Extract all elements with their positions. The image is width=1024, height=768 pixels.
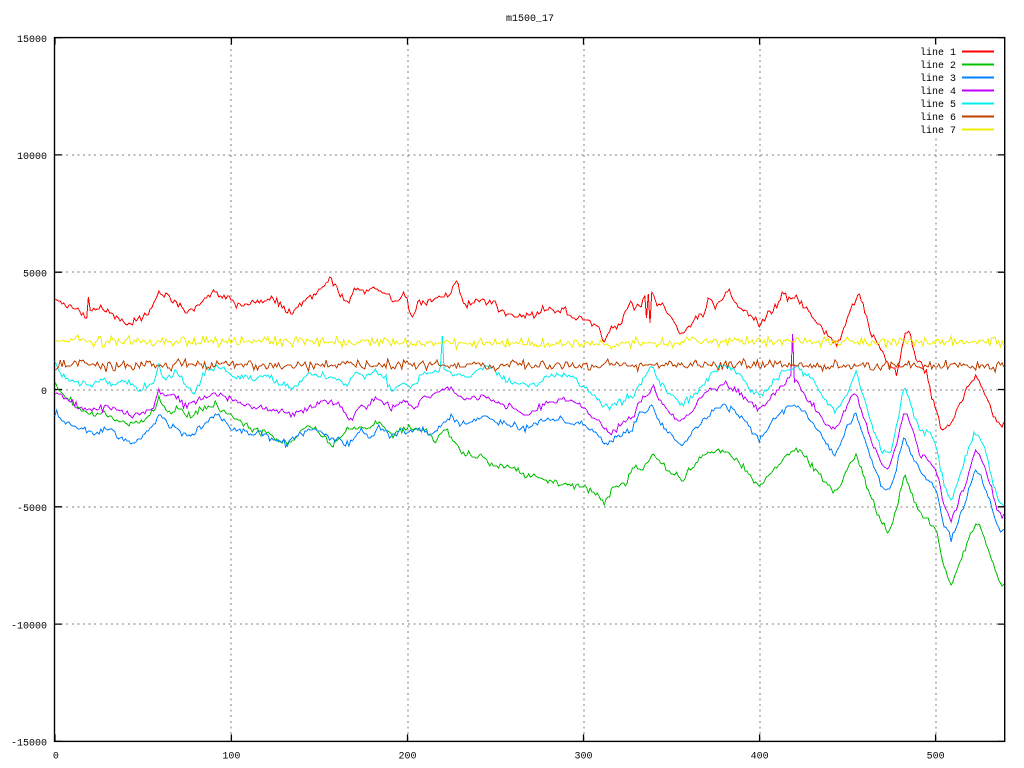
svg-text:line 7: line 7 bbox=[920, 125, 956, 137]
svg-text:5000: 5000 bbox=[23, 270, 47, 281]
svg-text:400: 400 bbox=[751, 752, 769, 763]
svg-text:m1500_17: m1500_17 bbox=[506, 14, 554, 25]
svg-text:15000: 15000 bbox=[17, 35, 47, 46]
svg-text:line 4: line 4 bbox=[920, 86, 956, 98]
svg-text:line 6: line 6 bbox=[920, 112, 956, 124]
svg-text:-10000: -10000 bbox=[11, 621, 47, 632]
svg-text:10000: 10000 bbox=[17, 152, 47, 163]
svg-text:line 1: line 1 bbox=[920, 47, 956, 59]
svg-text:line 2: line 2 bbox=[920, 60, 956, 72]
svg-text:100: 100 bbox=[222, 752, 240, 763]
svg-text:300: 300 bbox=[574, 752, 592, 763]
svg-text:0: 0 bbox=[53, 752, 59, 763]
svg-text:line 3: line 3 bbox=[920, 73, 956, 85]
svg-text:0: 0 bbox=[41, 387, 47, 398]
svg-text:500: 500 bbox=[927, 752, 945, 763]
svg-text:line 5: line 5 bbox=[920, 99, 956, 111]
svg-text:-5000: -5000 bbox=[17, 504, 47, 515]
svg-text:200: 200 bbox=[398, 752, 416, 763]
svg-text:-15000: -15000 bbox=[11, 739, 47, 750]
